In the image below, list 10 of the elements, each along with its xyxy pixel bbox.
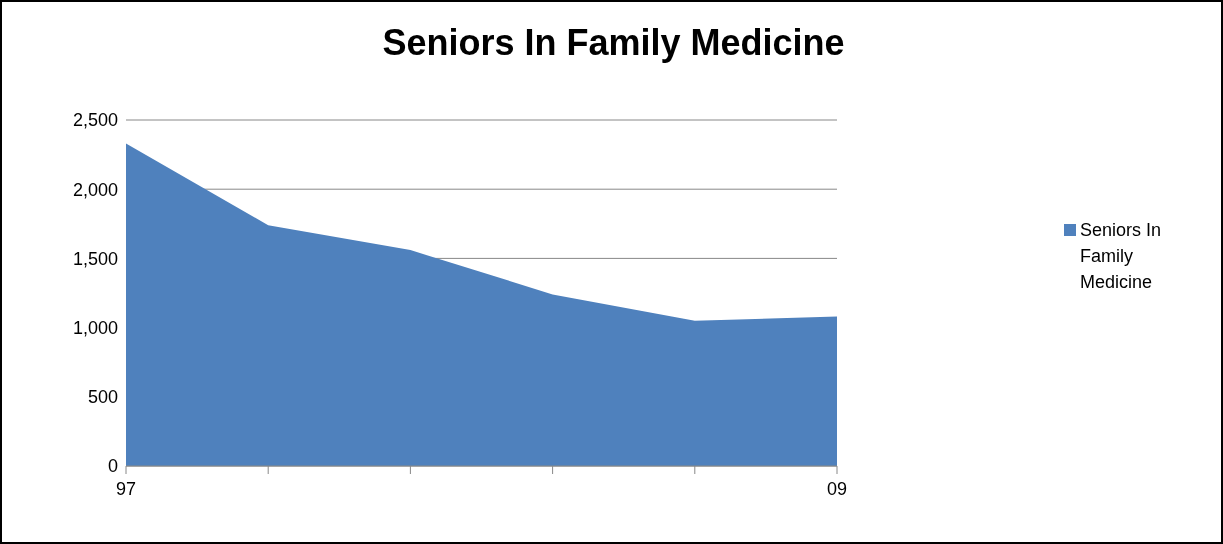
x-tick-label: 09	[826, 478, 848, 499]
y-tick-label: 500	[87, 387, 118, 408]
y-tick-label: 2,000	[72, 179, 118, 200]
x-tick-label: 97	[115, 478, 137, 499]
y-tick-label: 2,500	[72, 110, 118, 131]
y-tick-label: 1,000	[72, 317, 118, 338]
y-tick-label: 0	[107, 456, 118, 477]
y-tick-label: 1,500	[72, 248, 118, 269]
legend-label: Seniors In Family Medicine	[1080, 219, 1163, 294]
chart-title: Seniors In Family Medicine	[381, 22, 846, 64]
